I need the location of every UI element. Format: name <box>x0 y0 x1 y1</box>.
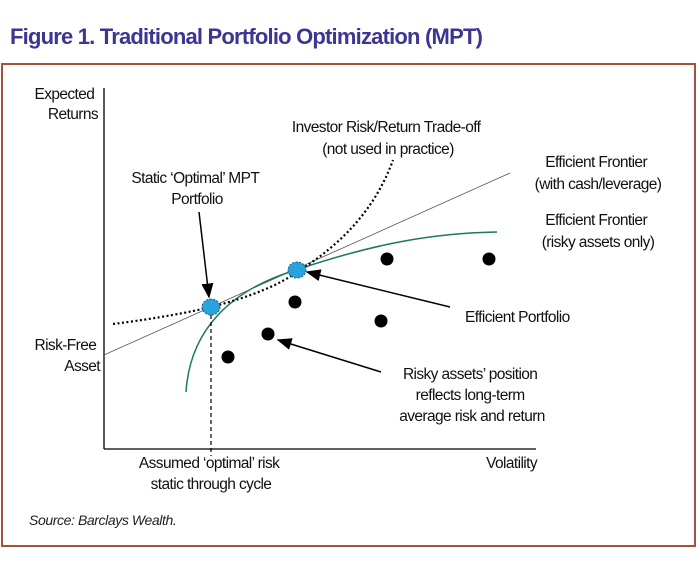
risky-asset-point <box>221 350 235 364</box>
figure-frame <box>1 63 696 547</box>
x-axis-label: Volatility <box>486 455 538 472</box>
efficient-frontier-cash-line <box>103 172 511 356</box>
risk-free-asset-label: Risk-Free Asset <box>35 337 102 375</box>
static-optimal-portfolio-marker <box>201 298 221 316</box>
investor-tradeoff-curve <box>112 159 395 326</box>
risky-asset-point <box>380 252 394 266</box>
static-optimal-label: Static ‘Optimal’ MPT Portfolio <box>131 170 262 208</box>
efficient-portfolio-arrow <box>305 269 451 308</box>
assumed-risk-label: Assumed ‘optimal’ risk static through cy… <box>139 455 283 493</box>
figure-title: Figure 1. Traditional Portfolio Optimiza… <box>10 24 483 49</box>
risky-assets <box>221 252 496 364</box>
risky-assets-arrow <box>276 338 382 373</box>
efficient-portfolio-label: Efficient Portfolio <box>465 309 570 326</box>
risky-asset-point <box>374 314 388 328</box>
risky-asset-point <box>482 252 496 266</box>
static-optimal-arrow <box>198 211 214 299</box>
efficient-portfolio-marker <box>287 261 307 279</box>
tradeoff-label: Investor Risk/Return Trade-off (not used… <box>292 119 484 158</box>
frontier-risky-label: Efficient Frontier (risky assets only) <box>542 212 655 251</box>
source-note: Source: Barclays Wealth. <box>29 512 177 528</box>
frontier-cash-label: Efficient Frontier (with cash/leverage) <box>535 154 662 193</box>
y-axis-label: Expected Returns <box>34 86 98 123</box>
risky-asset-point <box>261 327 275 341</box>
risky-assets-label: Risky assets’ position reflects long-ter… <box>399 366 545 425</box>
risky-asset-point <box>288 295 302 309</box>
